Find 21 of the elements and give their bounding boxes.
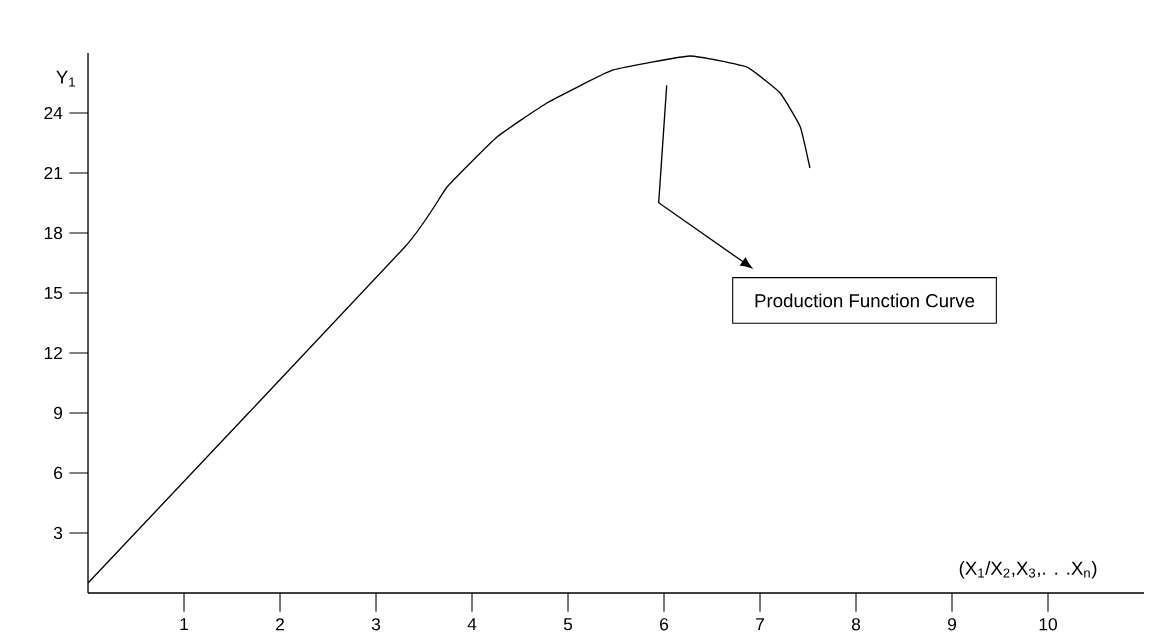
y-tick-label: 21 xyxy=(44,166,63,180)
y-tick-label: 24 xyxy=(44,106,63,120)
y-tick-label: 18 xyxy=(44,226,63,240)
x-tick-label: 6 xyxy=(660,618,669,631)
x-tick-label: 8 xyxy=(851,618,861,631)
y-tick-label: 12 xyxy=(44,346,62,360)
y-tick-label: 15 xyxy=(44,286,63,300)
x-tick-label: 9 xyxy=(948,618,957,631)
y-tick-label: 6 xyxy=(54,466,63,480)
x-tick-label: 7 xyxy=(756,618,764,631)
x-tick-label: 2 xyxy=(276,618,284,631)
x-tick-label: 10 xyxy=(1039,618,1057,631)
annotation: Production Function Curve xyxy=(755,293,975,308)
x-tick-label: 1 xyxy=(180,618,188,631)
y-tick-label: 3 xyxy=(53,526,63,540)
x-tick-label: 3 xyxy=(371,618,381,631)
x-tick-label: 5 xyxy=(563,618,573,631)
x-tick-label: 4 xyxy=(467,618,477,631)
y-axis-title: Y$_{1}$ xyxy=(56,70,75,87)
text: (X$_{1}$/X$_{2}$,X$_{3}$,. . .X$_{n}$) xyxy=(959,561,1097,579)
y-tick-label: 9 xyxy=(54,406,63,420)
